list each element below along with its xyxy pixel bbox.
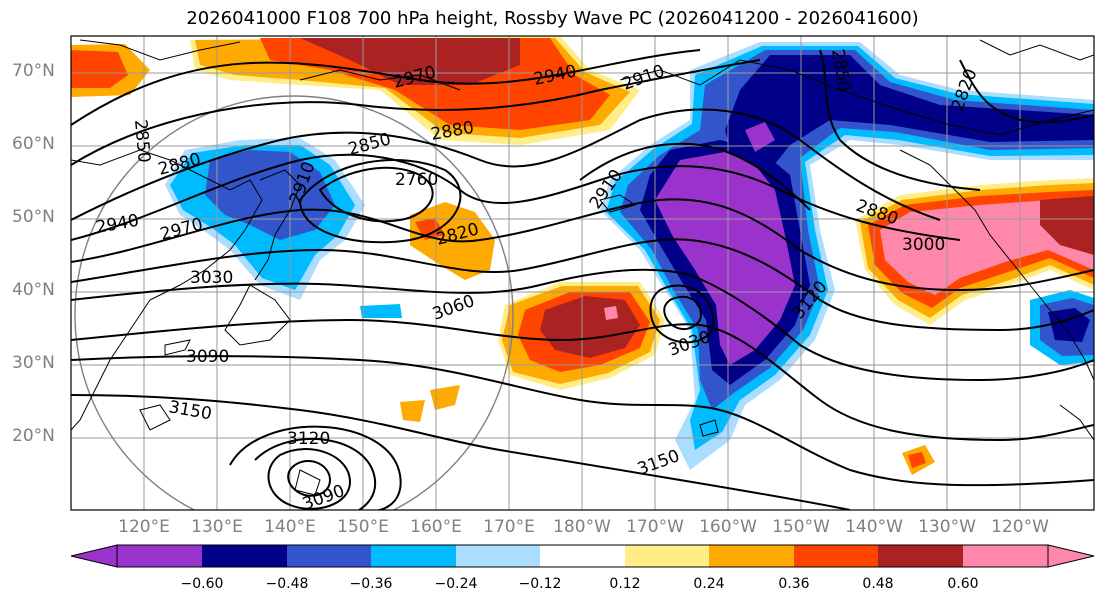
lon-label: 120°E <box>118 517 170 537</box>
colorbar-tick: −0.24 <box>434 576 478 592</box>
lon-label: 150°W <box>772 517 830 537</box>
anomaly-patch <box>745 122 775 152</box>
colorbar-extend-low <box>70 544 118 568</box>
colorbar-tick: 0.24 <box>693 576 725 592</box>
colorbar-tick: −0.48 <box>265 576 309 592</box>
lat-label: 20°N <box>12 426 55 446</box>
contour-label: 3090 <box>186 347 229 367</box>
colorbar-extend-high <box>1047 544 1095 568</box>
lat-label: 60°N <box>12 134 55 154</box>
colorbar-tick: 0.48 <box>862 576 894 592</box>
lon-label: 140°E <box>264 517 316 537</box>
height-contours <box>71 49 1094 510</box>
lat-label: 50°N <box>12 207 55 227</box>
colorbar-segment <box>963 545 1048 567</box>
contour-label: 3000 <box>902 235 945 255</box>
anomaly-patch <box>1040 196 1094 255</box>
colorbar-segment <box>709 545 794 567</box>
anomaly-patch <box>360 304 402 318</box>
colorbar <box>70 544 1095 568</box>
contour-label: 2760 <box>395 170 438 190</box>
colorbar-segment <box>371 545 456 567</box>
anomaly-patch <box>604 306 618 320</box>
map-frame <box>70 35 1095 511</box>
colorbar-segment <box>287 545 371 567</box>
colorbar-segment <box>456 545 540 567</box>
colorbar-segment <box>878 545 963 567</box>
colorbar-segment <box>794 545 878 567</box>
lon-label: 180°W <box>553 517 611 537</box>
anomaly-patch <box>205 150 335 240</box>
colorbar-tick: −0.36 <box>349 576 393 592</box>
map-title: 2026041000 F108 700 hPa height, Rossby W… <box>186 8 919 29</box>
lon-label: 150°E <box>337 517 389 537</box>
colorbar-frame <box>116 544 1049 568</box>
colorbar-tick: 0.60 <box>947 576 979 592</box>
map-area: 2970 2940 2910 2850 2880 2850 2760 2880 … <box>71 36 1094 510</box>
lon-label: 170°W <box>626 517 684 537</box>
anomaly-patch <box>655 152 795 365</box>
contour-label: 3120 <box>287 429 330 449</box>
colorbar-segment <box>202 545 287 567</box>
lon-label: 170°E <box>483 517 535 537</box>
lon-label: 130°E <box>191 517 243 537</box>
lat-label: 30°N <box>12 353 55 373</box>
anomaly-patch <box>908 452 926 468</box>
anomaly-patch <box>400 400 425 422</box>
colorbar-tick: −0.12 <box>518 576 562 592</box>
lon-label: 160°W <box>699 517 757 537</box>
lat-label: 70°N <box>12 61 55 81</box>
colorbar-segment <box>625 545 709 567</box>
colorbar-segment <box>540 545 625 567</box>
lon-label: 130°W <box>918 517 976 537</box>
colorbar-tick: −0.60 <box>180 576 224 592</box>
lat-label: 40°N <box>12 280 55 300</box>
colorbar-segment <box>117 545 202 567</box>
contour-label: 2850 <box>130 119 154 164</box>
lon-label: 160°E <box>410 517 462 537</box>
colorbar-tick: 0.12 <box>609 576 641 592</box>
coastlines <box>71 39 1094 496</box>
colorbar-tick: 0.36 <box>778 576 810 592</box>
distance-ring <box>74 95 514 510</box>
anomaly-patch <box>71 50 128 88</box>
contour-label: 3030 <box>190 268 233 288</box>
lon-label: 140°W <box>845 517 903 537</box>
lon-label: 120°W <box>991 517 1049 537</box>
anomaly-patch <box>430 385 460 410</box>
